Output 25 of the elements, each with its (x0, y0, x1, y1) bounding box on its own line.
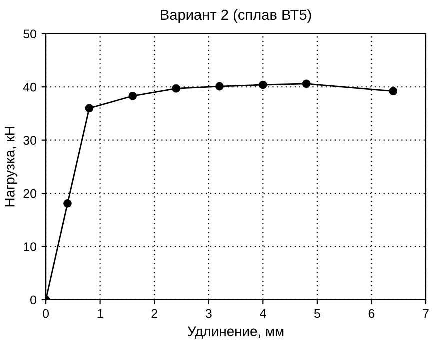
y-tick-label: 30 (24, 136, 37, 145)
point (85, 104, 94, 113)
x-axis-title: Удлинение, мм (188, 326, 284, 340)
y-tick-label: 40 (23, 82, 37, 92)
point (302, 80, 311, 88)
chart-title: Вариант 2 (сплав ВТ5) (161, 9, 312, 24)
y-tick-label: 10 (24, 242, 37, 252)
x-tick-label: 6 (368, 309, 375, 318)
y-tick-label: 0 (30, 296, 37, 305)
y-tick-label: 20 (24, 189, 37, 198)
y-tick-label: 50 (24, 30, 37, 39)
y-axis-title: Нагрузка, кН (5, 127, 18, 207)
point (216, 82, 224, 91)
x-tick-label: 1 (98, 309, 104, 318)
point (389, 87, 398, 96)
x-tick-label: 2 (152, 309, 158, 318)
point (64, 199, 72, 208)
x-tick-label: 3 (206, 309, 212, 318)
x-tick-label: 5 (314, 309, 320, 318)
point (258, 80, 268, 90)
x-tick-label: 7 (423, 309, 429, 318)
x-tick-label: 4 (260, 309, 266, 318)
point (172, 84, 180, 93)
point (128, 92, 138, 100)
x-tick-label: 0 (43, 309, 50, 318)
